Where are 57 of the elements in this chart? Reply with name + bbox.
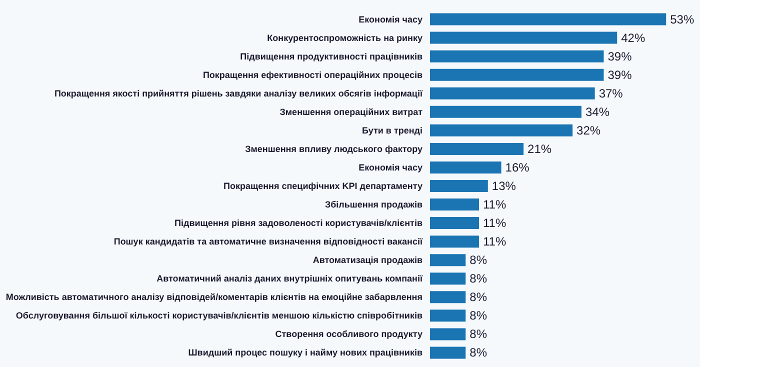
bar (430, 68, 604, 81)
data-label: 34% (585, 104, 610, 119)
bar (430, 291, 466, 304)
data-label: 13% (492, 179, 516, 193)
bar (430, 236, 480, 248)
y-tick-label: Пошук кандидатів та автоматичне визначення відповідності вакансії (114, 236, 423, 247)
bar (430, 346, 466, 359)
bar (430, 50, 604, 62)
data-label: 53% (670, 12, 694, 26)
data-label: 8% (470, 308, 488, 323)
data-label: 32% (576, 123, 601, 138)
data-label: 21% (528, 142, 552, 156)
bar (430, 254, 466, 266)
data-label: 8% (470, 253, 488, 268)
data-label: 42% (621, 30, 646, 45)
bar (430, 272, 466, 285)
y-tick-label: Обслуговування більшої кількості користувачів/клієнтів меншою кількістю співробітників (16, 310, 423, 321)
y-tick-label: Автоматичний аналіз даних внутрішніх опитувань компанії (156, 274, 423, 284)
bar (430, 124, 573, 136)
y-tick-label: Збільшення продажів (324, 200, 423, 210)
y-tick-label: Зменшення операційних витрат (280, 106, 424, 117)
data-label: 8% (470, 327, 488, 342)
y-tick-label: Автоматизація продажів (312, 255, 423, 266)
data-label: 11% (483, 198, 506, 212)
y-tick-label: Підвищення продуктивності працівників (240, 51, 423, 62)
bar (430, 328, 466, 340)
data-label: 39% (608, 49, 632, 64)
data-label: 11% (483, 216, 506, 230)
data-label: 37% (598, 86, 624, 100)
data-label: 8% (470, 290, 488, 304)
y-tick-label: Швидший процес пошуку і найму нових працівників (188, 348, 423, 358)
y-tick-label: Покращення специфічних KPI департаменту (224, 181, 422, 191)
bar (430, 142, 524, 155)
y-tick-label: Покращення якості прийняття рішень завдяки аналізу великих обсягів інформації (54, 88, 423, 98)
data-label: 11% (483, 234, 506, 249)
data-label: 16% (505, 160, 530, 174)
bar (430, 87, 595, 100)
data-label: 8% (470, 272, 488, 286)
bar (430, 32, 618, 44)
y-tick-label: Конкурентоспроможність на ринку (267, 32, 422, 43)
y-tick-label: Економія часу (358, 162, 422, 172)
data-label: 8% (470, 346, 488, 360)
bar (430, 180, 488, 192)
bar (430, 161, 502, 174)
bar (430, 106, 582, 118)
y-tick-label: Економія часу (358, 14, 422, 24)
y-tick-label: Підвищення рівня задоволеності користувачів/клієнтів (174, 218, 423, 228)
y-tick-label: Покращення ефективності операційних процесів (202, 70, 423, 80)
y-tick-label: Зменшення впливу людського фактору (245, 144, 422, 154)
bar (430, 198, 480, 211)
y-tick-label: Створення особливого продукту (275, 329, 422, 340)
bar (430, 217, 480, 230)
y-tick-label: Бути в тренді (362, 125, 422, 136)
data-label: 39% (608, 68, 632, 82)
bar (430, 310, 466, 322)
bar (430, 13, 666, 26)
y-tick-label: Можливість автоматичного аналізу відповідей/коментарів клієнтів на емоційне забарвлення (6, 292, 422, 302)
